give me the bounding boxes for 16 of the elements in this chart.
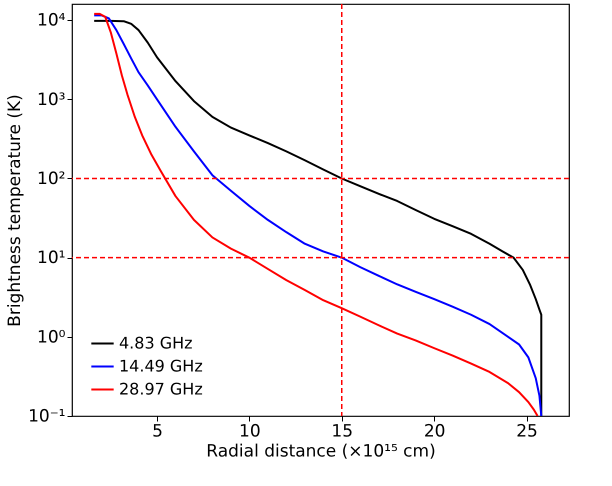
y-tick-label: 10⁻¹	[28, 406, 66, 426]
x-axis-title: Radial distance (×10¹⁵ cm)	[206, 442, 436, 462]
y-tick-label: 10⁰	[37, 327, 66, 348]
legend-label: 28.97 GHz	[119, 380, 203, 398]
x-tick-label: 10	[239, 422, 261, 442]
x-tick-label: 5	[152, 422, 163, 442]
x-tick-label: 25	[516, 422, 538, 442]
legend-label: 4.83 GHz	[119, 334, 193, 352]
x-tick-label: 15	[331, 422, 354, 442]
y-tick-label: 10⁴	[37, 10, 66, 31]
legend-label: 14.49 GHz	[119, 356, 203, 376]
y-axis-title: Brightness temperature (K)	[5, 94, 26, 327]
y-tick-label: 10¹	[37, 248, 66, 268]
y-tick-label: 10²	[37, 168, 66, 189]
y-tick-label: 10³	[37, 90, 66, 110]
x-tick-label: 20	[424, 422, 446, 442]
